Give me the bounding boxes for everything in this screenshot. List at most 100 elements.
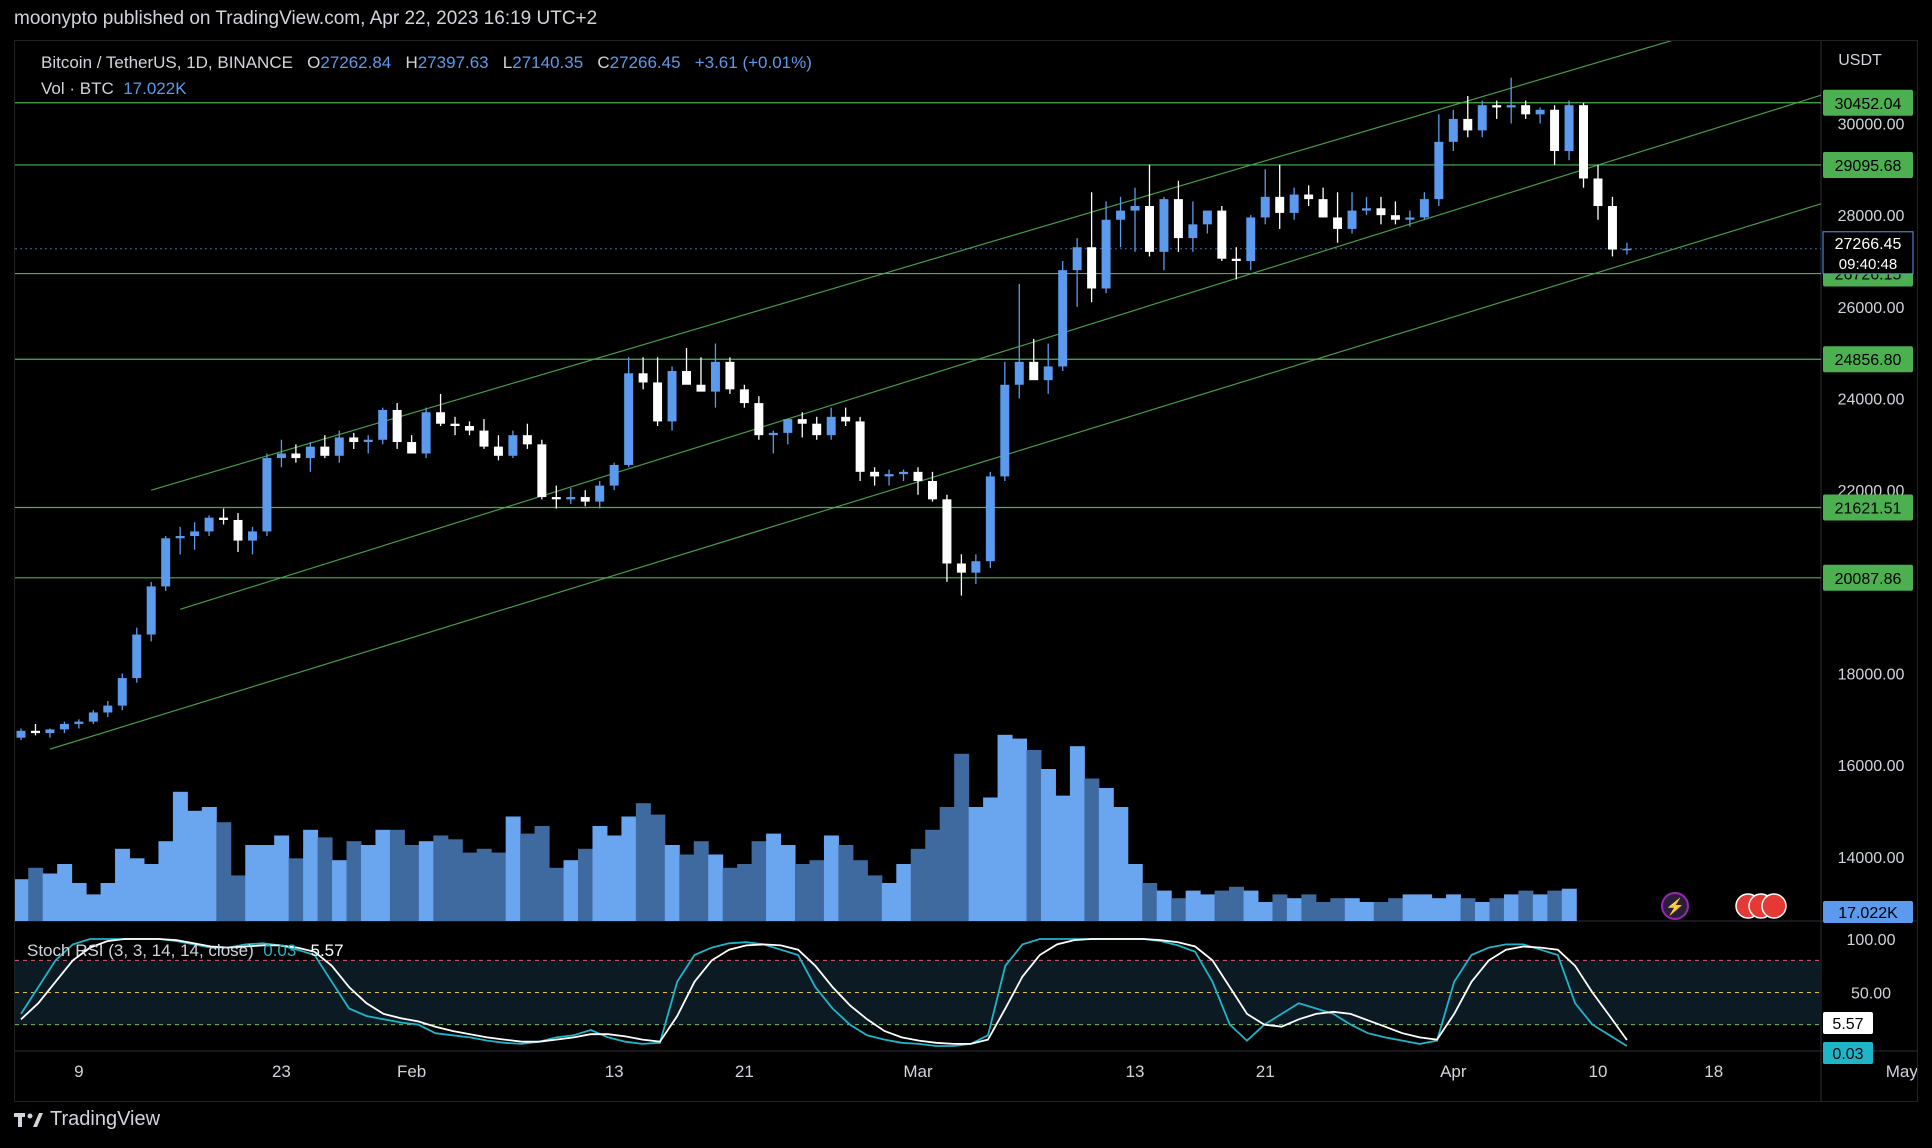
- candle-body: [59, 723, 69, 730]
- currency-label: USDT: [1838, 52, 1882, 69]
- volume-bar: [42, 873, 58, 921]
- volume-bar: [939, 807, 955, 921]
- volume-bar: [795, 864, 810, 921]
- volume-bar: [534, 826, 550, 921]
- volume-bar: [1344, 898, 1360, 921]
- candle-body: [1029, 361, 1039, 381]
- candle-body: [1390, 215, 1400, 220]
- candle-body: [1101, 219, 1111, 289]
- level-label-box: [1823, 564, 1913, 591]
- candle-body: [74, 721, 84, 724]
- candle-body: [117, 678, 127, 706]
- candle-body: [768, 432, 778, 436]
- candle-body: [378, 409, 388, 440]
- price-tick-label: 14000.00: [1838, 850, 1905, 867]
- volume-bar: [1243, 890, 1259, 921]
- candle-body: [1622, 248, 1632, 251]
- candle-body: [956, 563, 966, 573]
- footer-brand[interactable]: TradingView: [14, 1108, 160, 1131]
- volume-bar: [1359, 902, 1375, 921]
- candle-body: [682, 371, 692, 385]
- volume-bar: [635, 803, 651, 921]
- volume-bar: [983, 797, 999, 921]
- volume-bar: [28, 867, 44, 921]
- volume-bar: [389, 829, 405, 921]
- candle-body: [595, 485, 605, 502]
- candle-body: [1130, 206, 1140, 211]
- volume-bar: [158, 841, 174, 921]
- volume-bar: [563, 860, 579, 921]
- countdown-label: 09:40:48: [1839, 256, 1897, 273]
- candle-body: [1058, 270, 1068, 367]
- volume-bar: [332, 860, 348, 921]
- volume-bar: [1402, 894, 1418, 921]
- candle-body: [175, 536, 185, 539]
- candle-body: [1087, 247, 1097, 289]
- volume-bar: [346, 841, 362, 921]
- time-tick-label: Feb: [397, 1062, 426, 1081]
- volume-bar: [1214, 890, 1230, 921]
- candle-body: [638, 373, 648, 383]
- candle-body: [551, 497, 561, 500]
- volume-bar: [1561, 888, 1577, 921]
- candle-body: [1362, 208, 1371, 211]
- candle-body: [754, 403, 764, 436]
- chart-frame[interactable]: USDT 30000.00 28000.00 26000.00 24000.00 2200…: [14, 40, 1918, 1102]
- candle-body: [1347, 210, 1357, 229]
- candle-body: [1144, 206, 1154, 252]
- volume-bar: [708, 854, 724, 921]
- stoch-k-value: 0.03: [263, 941, 297, 960]
- candle-body: [479, 430, 489, 447]
- volume-bar: [1069, 746, 1085, 921]
- stoch-k-box: [1823, 1041, 1873, 1064]
- volume-bar: [187, 810, 203, 921]
- stoch-legend: Stoch RSI (3, 3, 14, 14, close) 0.03 5.5…: [27, 941, 344, 961]
- level-label-box: [1823, 494, 1913, 521]
- volume-bar: [288, 858, 304, 921]
- volume-bar: [476, 848, 492, 921]
- candle-body: [855, 421, 865, 472]
- volume-bar: [549, 867, 565, 921]
- trend-channel-line: [49, 203, 1822, 750]
- volume-bar: [129, 858, 145, 921]
- volume-bar: [1084, 778, 1100, 921]
- candle-body: [1535, 109, 1545, 115]
- volume-bar: [1272, 894, 1288, 921]
- candle-body: [1217, 210, 1227, 259]
- candle-body: [262, 458, 272, 532]
- candle-body: [1419, 199, 1429, 218]
- volume-value: 17.022K: [123, 79, 187, 98]
- volume-bar: [1127, 864, 1143, 921]
- volume-bar: [751, 841, 767, 921]
- candle-body: [16, 730, 26, 738]
- volume-bar: [491, 852, 507, 921]
- volume-bar: [15, 879, 29, 921]
- volume-bar: [143, 864, 159, 921]
- volume-bar: [245, 845, 261, 921]
- volume-bar: [1417, 894, 1433, 921]
- level-label: 20087.86: [1835, 571, 1902, 588]
- candle-body: [1607, 206, 1617, 250]
- volume-bar: [954, 753, 970, 921]
- stoch-k-axis-label: 0.03: [1832, 1046, 1863, 1063]
- candle-body: [1376, 208, 1386, 216]
- candle-body: [696, 384, 706, 392]
- stoch-band-fill: [15, 960, 1821, 1025]
- candle-body: [132, 634, 142, 679]
- candle-body: [146, 586, 156, 635]
- candle-body: [1564, 105, 1574, 151]
- volume-bar: [1142, 883, 1158, 921]
- price-tick-label: 30000.00: [1838, 117, 1905, 134]
- chart-canvas[interactable]: USDT30000.0028000.0026000.0024000.002200…: [15, 41, 1917, 1101]
- candle-body: [971, 561, 981, 573]
- volume-bar: [1012, 738, 1028, 921]
- volume-bar: [838, 845, 854, 921]
- candle-body: [219, 517, 229, 520]
- ohlc-legend: Bitcoin / TetherUS, 1D, BINANCE O27262.8…: [41, 53, 812, 72]
- candle-body: [349, 437, 359, 443]
- stoch-tick-label: 100.00: [1847, 932, 1896, 949]
- candle-body: [1333, 217, 1343, 229]
- candle-body: [103, 705, 113, 713]
- candle-body: [884, 474, 894, 477]
- volume-bar: [606, 835, 622, 921]
